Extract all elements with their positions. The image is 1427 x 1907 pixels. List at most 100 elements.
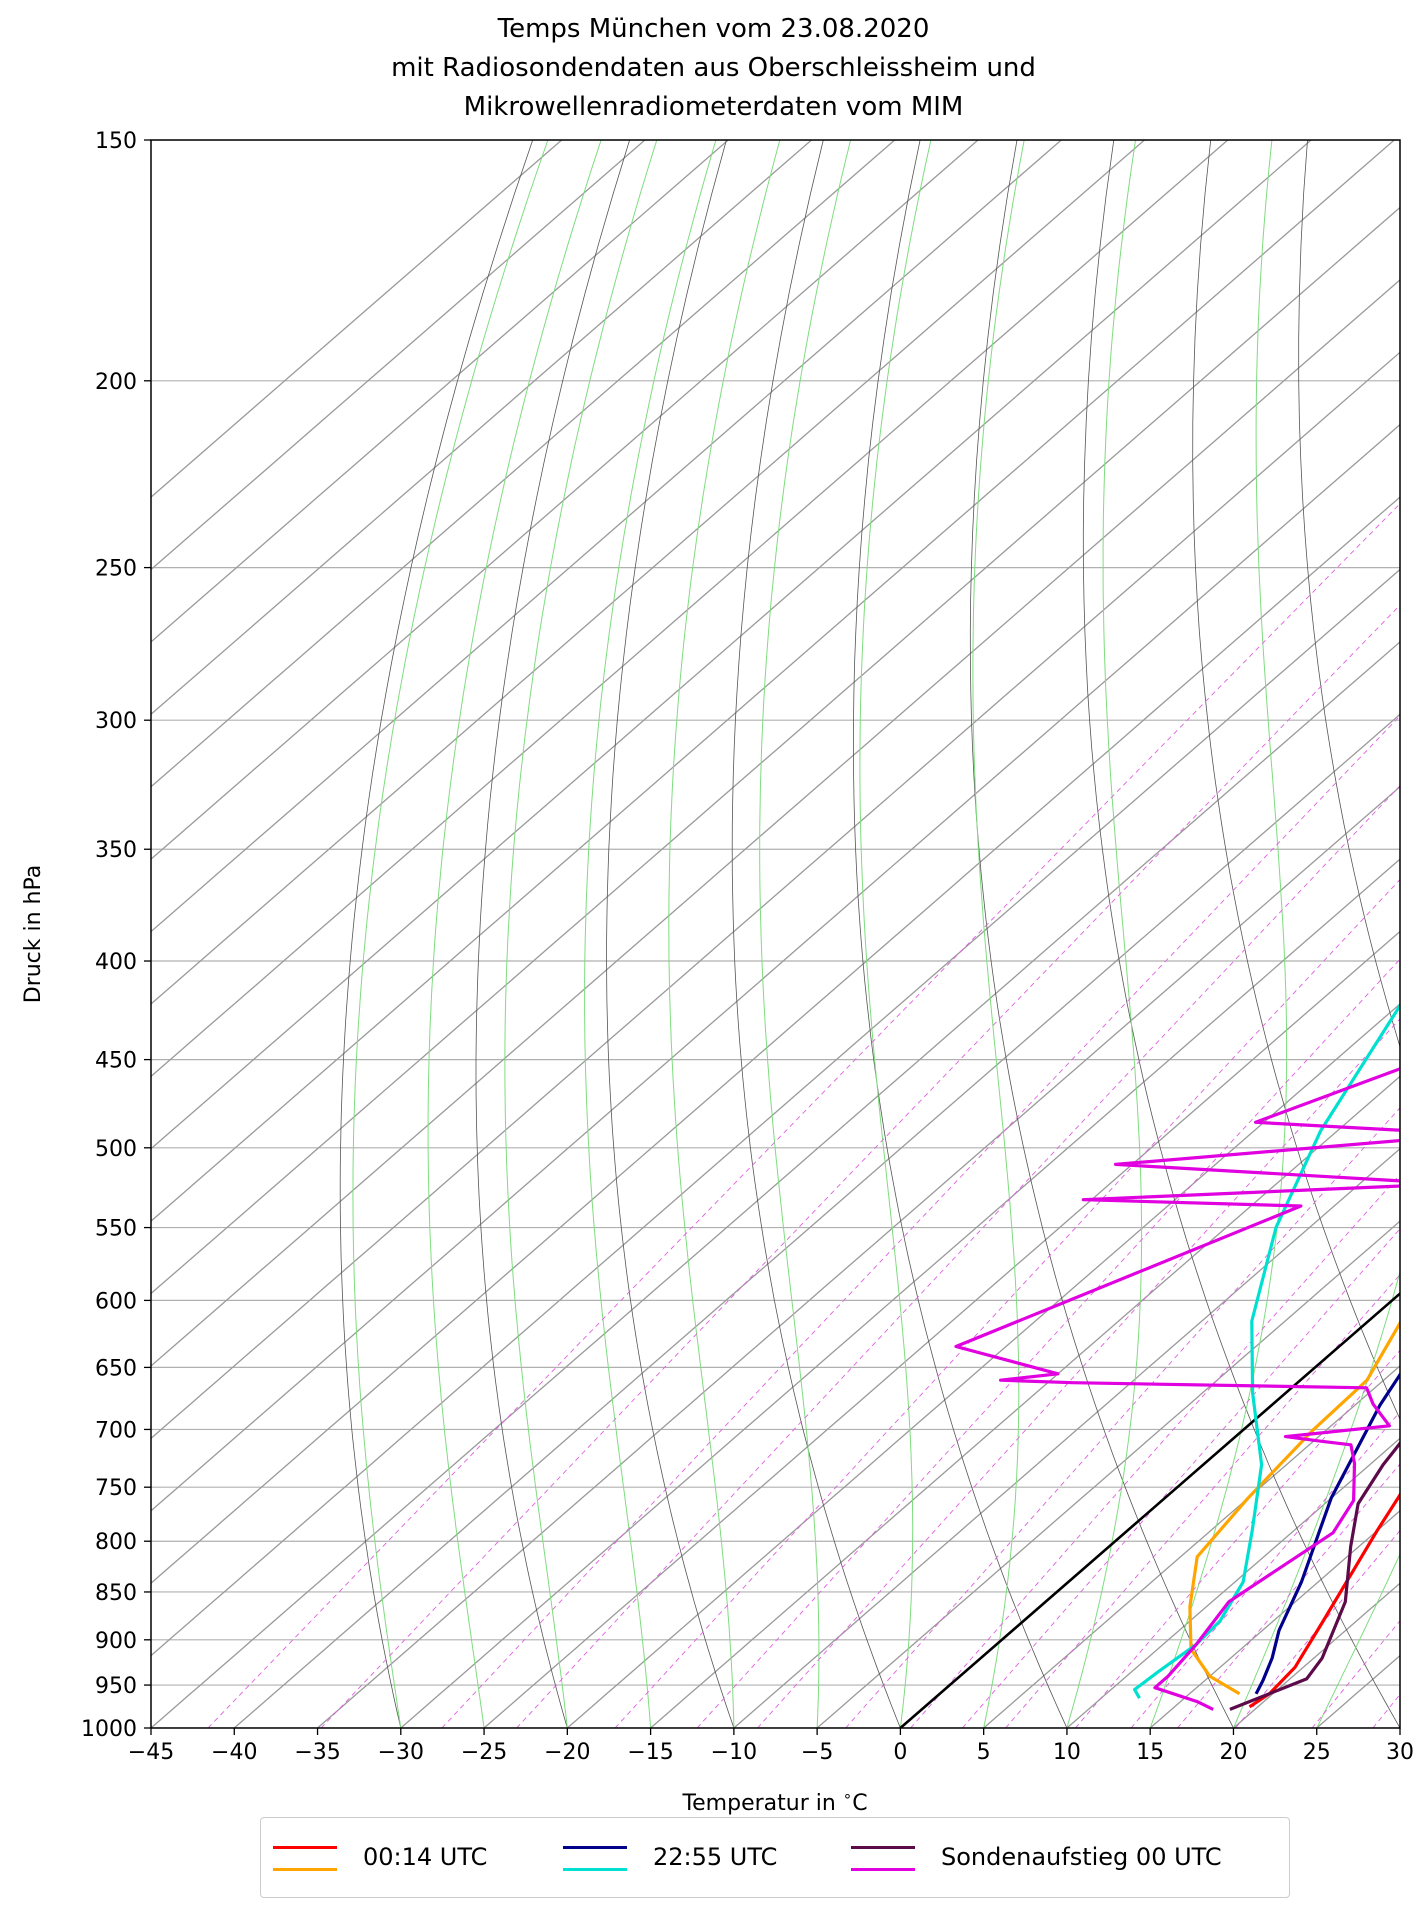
dry-adiabat-line [1082,140,1400,1728]
isotherm-line [151,140,563,498]
y-tick-label: 800 [95,1530,137,1555]
dry-adiabat-line [853,140,1068,1728]
y-tick-label: 550 [95,1217,137,1242]
mixing-ratio-line [845,1107,1400,1728]
mixing-ratio-line [962,1228,1400,1728]
y-tick-label: 300 [95,709,137,734]
moist-adiabat-line [584,140,717,1728]
legend-swatch [563,1868,627,1871]
isotherm-line [151,496,1400,1585]
y-tick-label: 900 [95,1629,137,1654]
x-tick-label: 0 [893,1740,907,1765]
legend-label: 22:55 UTC [653,1843,778,1871]
isotherm-line [151,423,1400,1512]
mixing-ratio-line [1075,1349,1400,1728]
dry-adiabat-line [1192,140,1400,1421]
isotherm-line [151,641,1400,1728]
y-tick-label: 350 [95,838,137,863]
moist-adiabat-line [504,140,658,1728]
isotherm-line [151,206,1400,1295]
y-tick-label: 400 [95,950,137,975]
chart-title-line3: Mikrowellenradiometerdaten vom MIM [463,92,964,122]
x-tick-label: −45 [128,1740,174,1765]
series-line-4-temperature [1229,1440,1400,1711]
y-tick-label: 1000 [81,1717,137,1742]
x-tick-label: −20 [544,1740,590,1765]
mixing-ratio-line [207,503,1400,1728]
grid-layer [151,140,1427,1728]
x-tick-label: −40 [211,1740,257,1765]
isotherm-line [899,1292,1400,1728]
isotherm-line [733,1147,1400,1728]
moist-adiabat-line [1066,140,1143,1728]
y-tick-label: 600 [95,1289,137,1314]
y-tick-label: 150 [95,129,137,154]
legend-swatch [563,1846,627,1849]
moist-adiabat-line [1399,1726,1400,1728]
y-tick-label: 650 [95,1356,137,1381]
series-line-0-temperature [1248,1491,1400,1709]
moist-adiabat-line [1149,140,1288,1728]
legend-label: Sondenaufstieg 00 UTC [941,1843,1222,1871]
legend-swatch [851,1846,915,1849]
legend-swatch [273,1868,337,1871]
dry-adiabat-line [475,140,630,1728]
legend-swatch [273,1846,337,1849]
x-tick-label: −10 [711,1740,757,1765]
dry-adiabat-line [969,140,1234,1728]
series-line-1-dewpoint [1188,1319,1400,1696]
zero-isotherm-line [899,1291,1400,1728]
series-line-3-dewpoint [1132,1002,1400,1699]
x-tick-label: 25 [1303,1740,1331,1765]
y-tick-label: 700 [95,1418,137,1443]
moist-adiabat-line [759,140,852,1728]
isotherm-line [151,568,1400,1657]
isotherm-line [151,140,979,860]
isotherm-line [151,140,1312,1150]
isotherm-line [317,785,1400,1728]
isotherm-line [483,930,1400,1728]
mixing-ratio-line [696,958,1400,1728]
isotherm-line [566,1003,1400,1728]
x-tick-label: −15 [627,1740,673,1765]
x-tick-label: 5 [977,1740,991,1765]
mixing-ratio-line [1235,1529,1400,1728]
dry-adiabat-line [1298,140,1400,1048]
dry-adiabat-line [1401,140,1427,1728]
isotherm-line [1066,1437,1400,1728]
moist-adiabat-line [1233,1270,1400,1728]
isotherm-line [151,351,1400,1440]
series-line-2-temperature [1254,1371,1400,1695]
chart-title-line2: mit Radiosondendaten aus Oberschleisshei… [391,53,1036,83]
moist-adiabat-line [352,140,549,1728]
isotherm-line [1149,1509,1400,1728]
y-tick-label: 200 [95,370,137,395]
x-tick-label: −30 [378,1740,424,1765]
legend: 00:14 UTC 22:55 UTC Sondenaufstieg 00 UTC [260,1817,1290,1898]
legend-label: 00:14 UTC [363,1843,488,1871]
plot-frame [150,139,1401,1729]
isotherm-line [1233,1582,1400,1728]
isotherm-line [650,1075,1400,1728]
dry-adiabat-line [731,140,901,1728]
isotherm-line [1316,1654,1400,1728]
y-tick-label: 250 [95,557,137,582]
y-tick-label: 950 [95,1674,137,1699]
x-axis-label: Temperatur in ∘C [681,1787,867,1816]
legend-swatch [851,1868,915,1871]
series-line-5-dewpoint [954,1067,1400,1711]
mixing-ratio-line [1177,1463,1400,1728]
isotherm-line [1399,1727,1400,1728]
moist-adiabat-line [1316,1553,1400,1728]
tick-layer: −45 −40 −35 −30 −25 −20 −15 −10 −5 0 5 10 15 20 25 30 15… [81,129,1414,1765]
isotherm-line [151,140,1062,933]
isotherm-line [151,279,1400,1367]
y-tick-label: 450 [95,1049,137,1074]
mixing-ratio-line [614,878,1400,1728]
isotherm-line [816,1220,1400,1728]
isotherm-line [151,140,896,788]
y-axis-label: Druck in hPa [21,865,46,1004]
x-tick-label: 20 [1219,1740,1247,1765]
moist-adiabat-line [668,140,781,1728]
